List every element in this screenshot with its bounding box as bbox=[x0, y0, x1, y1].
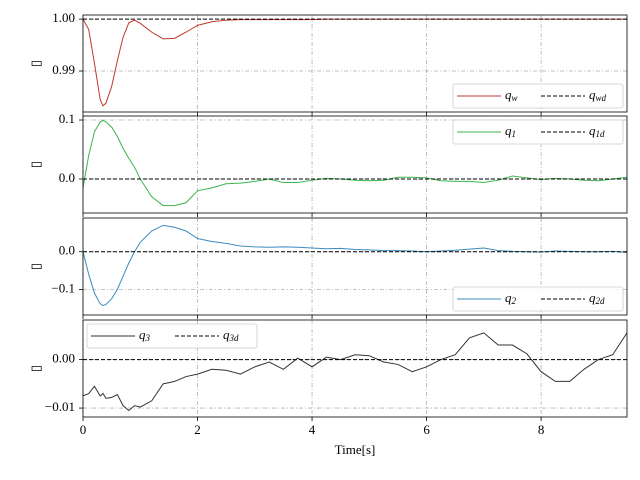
y-tick-label: 1.00 bbox=[52, 10, 75, 25]
axes-frame bbox=[82, 319, 628, 418]
series-line bbox=[83, 332, 627, 412]
legend-label: qw bbox=[505, 87, 518, 103]
y-axis-label: ▯ bbox=[28, 161, 43, 168]
y-tick-label: −0.1 bbox=[51, 280, 75, 295]
legend-label: q3 bbox=[139, 327, 151, 343]
x-tick-label: 4 bbox=[309, 422, 316, 437]
legend-label: q3d bbox=[223, 327, 239, 343]
subplot: 0.99 1.00 ▯ qw qwd bbox=[28, 10, 628, 116]
axes-frame bbox=[82, 217, 628, 316]
y-axis-label: ▯ bbox=[28, 365, 43, 372]
legend: qw qwd bbox=[452, 83, 624, 109]
subplot: 0 2 4 6 8 −0.01 0.00 ▯ Time[s] q3 q3d bbox=[28, 319, 628, 457]
y-axis-label: ▯ bbox=[28, 60, 43, 67]
series-line bbox=[83, 120, 627, 207]
subplot: 0.0 0.1 ▯ q1 q1d bbox=[28, 111, 628, 217]
y-tick-label: 0.00 bbox=[52, 351, 75, 366]
legend-label: qwd bbox=[589, 87, 607, 103]
legend-box bbox=[452, 83, 624, 109]
y-tick-label: 0.1 bbox=[59, 111, 75, 126]
x-tick-label: 8 bbox=[538, 422, 545, 437]
legend-box bbox=[452, 286, 624, 312]
legend-label: q2 bbox=[505, 290, 517, 306]
y-tick-label: 0.0 bbox=[59, 243, 75, 258]
legend: q3 q3d bbox=[86, 323, 258, 349]
axes-frame bbox=[82, 14, 628, 113]
legend: q1 q1d bbox=[452, 119, 624, 145]
legend-box bbox=[86, 323, 258, 349]
legend-box bbox=[452, 119, 624, 145]
subplot: −0.1 0.0 ▯ q2 q2d bbox=[28, 217, 628, 319]
y-tick-label: 0.0 bbox=[59, 170, 75, 185]
axes-frame bbox=[82, 115, 628, 214]
legend: q2 q2d bbox=[452, 286, 624, 312]
x-tick-label: 0 bbox=[80, 422, 87, 437]
legend-label: q2d bbox=[589, 290, 605, 306]
x-axis-label: Time[s] bbox=[335, 442, 376, 457]
y-tick-label: −0.01 bbox=[45, 399, 75, 414]
legend-label: q1d bbox=[589, 123, 605, 139]
x-tick-label: 2 bbox=[194, 422, 201, 437]
legend-label: q1 bbox=[505, 123, 516, 139]
y-tick-label: 0.99 bbox=[52, 62, 75, 77]
y-axis-label: ▯ bbox=[28, 263, 43, 270]
x-tick-label: 6 bbox=[423, 422, 430, 437]
